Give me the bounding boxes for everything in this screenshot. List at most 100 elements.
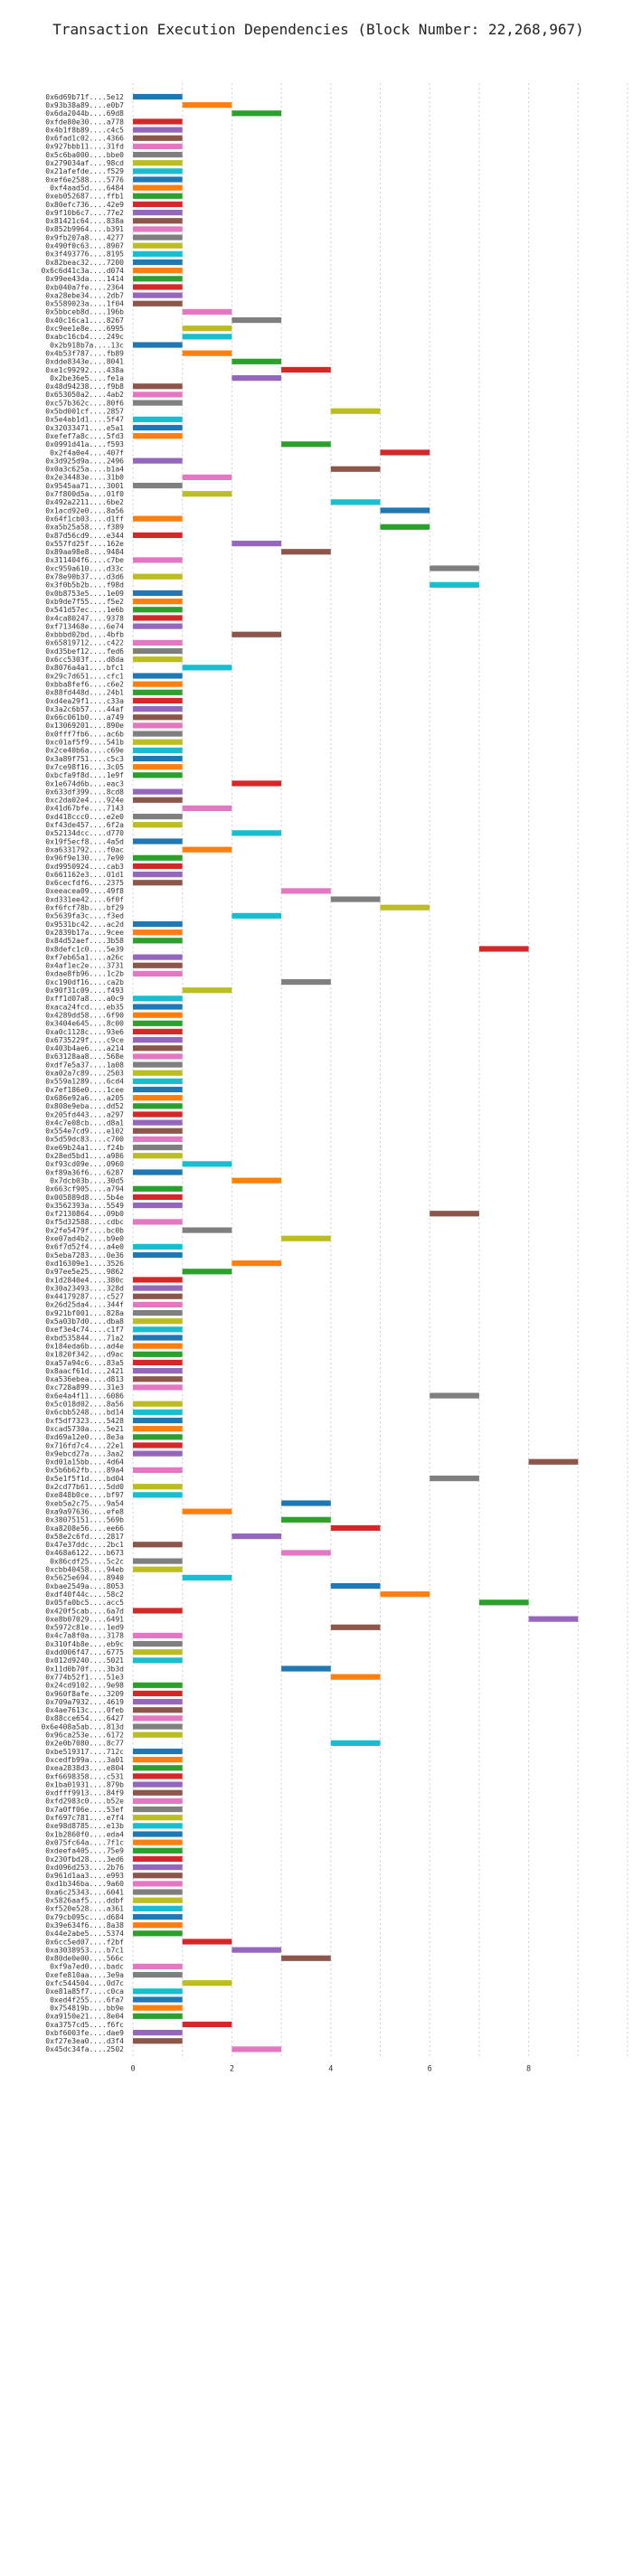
y-tick-label: 0x11d0b70f....3b3d — [45, 1665, 124, 1673]
transaction-bar — [133, 863, 183, 870]
y-tick-label: 0x403b4ae6....a214 — [45, 1044, 124, 1052]
transaction-bar — [380, 1591, 430, 1598]
transaction-bar — [281, 366, 331, 373]
transaction-bar — [133, 1062, 183, 1068]
transaction-bar — [380, 904, 430, 911]
transaction-bar — [133, 1359, 183, 1366]
y-tick-label: 0x6e408a5ab....813d — [41, 1722, 124, 1731]
y-tick-label: 0xa02a7c89....2503 — [45, 1070, 124, 1078]
transaction-bar — [133, 1434, 183, 1440]
transaction-bar — [133, 160, 183, 166]
transaction-bar — [133, 1078, 183, 1084]
transaction-bar — [133, 1748, 183, 1755]
y-tick-label: 0x9ebcd27a....3aa2 — [45, 1449, 124, 1458]
y-tick-label: 0x2839b17a....9cee — [45, 929, 124, 937]
y-tick-label: 0x47e37ddc....2bc1 — [45, 1541, 124, 1549]
y-tick-label: 0x0b8753e5....1e09 — [45, 590, 124, 598]
y-tick-label: 0xe07ad4b2....b9e0 — [45, 1235, 124, 1243]
transaction-bar — [281, 1516, 331, 1523]
transaction-bar — [133, 1442, 183, 1448]
y-tick-label: 0x44e2abe5....5374 — [45, 1930, 124, 1938]
y-tick-label: 0x13069201....890e — [45, 722, 124, 730]
y-axis-labels: 0x6d69b71f....5e120x93b38a89....e0b70x6d… — [41, 93, 124, 2053]
y-tick-label: 0xcbb40458....94eb — [45, 1566, 124, 1574]
transaction-bar — [133, 1368, 183, 1374]
transaction-bar — [133, 1798, 183, 1804]
y-tick-label: 0x38075151....569b — [45, 1516, 124, 1524]
transaction-bar — [133, 639, 183, 646]
transaction-bar — [182, 1939, 232, 1945]
transaction-bar — [133, 1053, 183, 1060]
y-tick-label: 0xa9150e21....8e04 — [45, 2013, 124, 2021]
y-tick-label: 0xd1b346ba....9a60 — [45, 1880, 124, 1888]
transaction-bar — [133, 1781, 183, 1788]
y-tick-label: 0x205fd443....a297 — [45, 1110, 124, 1118]
y-tick-label: 0x32033471....e5a1 — [45, 424, 124, 432]
transaction-bar — [133, 226, 183, 232]
y-tick-label: 0xd69a12e0....8e3a — [45, 1433, 124, 1441]
transaction-bar — [133, 706, 183, 712]
y-tick-label: 0x97ee5e25....9862 — [45, 1268, 124, 1276]
transaction-bar — [133, 2013, 183, 2019]
y-tick-label: 0x45dc34fa....2502 — [45, 2045, 124, 2053]
y-tick-label: 0x774b52f1....51e3 — [45, 1673, 124, 1681]
transaction-bar — [133, 1111, 183, 1118]
transaction-bar — [133, 176, 183, 183]
y-tick-label: 0xe69b24a1....f24b — [45, 1144, 124, 1152]
y-tick-label: 0x96ca253e....6172 — [45, 1731, 124, 1740]
transaction-bar — [133, 1690, 183, 1697]
transaction-bar — [133, 1095, 183, 1101]
transaction-bar — [182, 350, 232, 356]
transaction-bar — [430, 581, 479, 588]
transaction-bar — [133, 1558, 183, 1564]
transaction-bar — [430, 1475, 479, 1482]
y-tick-label: 0x6e4a4f11....6086 — [45, 1392, 124, 1400]
y-tick-label: 0x808e9eba....dd52 — [45, 1102, 124, 1110]
transaction-bar — [133, 1318, 183, 1325]
x-tick-label: 6 — [428, 2064, 432, 2073]
transaction-bar — [182, 805, 232, 811]
transaction-bar — [133, 93, 183, 100]
transaction-bar — [231, 1533, 282, 1540]
y-tick-label: 0x6cbb5248....bd14 — [45, 1409, 124, 1417]
y-tick-label: 0xcad5730a....5e21 — [45, 1425, 124, 1433]
transaction-bar — [330, 499, 381, 505]
y-tick-label: 0xe81a85f7....c0ca — [45, 1987, 124, 1996]
transaction-bar — [133, 772, 183, 778]
transaction-bar — [133, 482, 183, 489]
y-tick-label: 0x39e634f6....8a38 — [45, 1921, 124, 1930]
y-tick-label: 0x5eba7283....0e36 — [45, 1251, 124, 1260]
transaction-bar — [133, 590, 183, 597]
transaction-bar — [182, 665, 232, 671]
transaction-bar — [330, 466, 381, 472]
transaction-bar — [231, 2046, 282, 2052]
transaction-bar — [133, 234, 183, 241]
transaction-bar — [133, 1103, 183, 1109]
y-tick-label: 0xa57a94c6....83a5 — [45, 1359, 124, 1367]
transaction-bar — [133, 854, 183, 861]
y-tick-label: 0xc190df16....ca2b — [45, 978, 124, 986]
transaction-bar — [281, 888, 331, 894]
y-tick-label: 0x9f10b6c7....77e2 — [45, 209, 124, 217]
y-tick-label: 0x961d1aa3....e993 — [45, 1872, 124, 1880]
y-tick-label: 0x4c7e08cb....d8a1 — [45, 1118, 124, 1127]
y-tick-label: 0x5972c81e....1ed9 — [45, 1624, 124, 1632]
transaction-bar — [133, 1293, 183, 1299]
y-tick-label: 0x3f493776....8195 — [45, 250, 124, 259]
transaction-bar — [133, 689, 183, 695]
transaction-bar — [133, 300, 183, 307]
transaction-bar — [133, 1251, 183, 1259]
y-tick-label: 0xa8208e56....ee66 — [45, 1524, 124, 1533]
transaction-bar — [133, 218, 183, 224]
transaction-bar — [231, 375, 282, 382]
y-tick-label: 0x5826aaf5....ddbf — [45, 1897, 124, 1905]
transaction-bar — [231, 1947, 282, 1953]
transaction-bar — [133, 1608, 183, 1614]
transaction-bar — [133, 210, 183, 216]
y-tick-label: 0x960f8afe....3209 — [45, 1690, 124, 1698]
transaction-bar — [133, 954, 183, 960]
transaction-bar — [182, 1508, 232, 1514]
transaction-bar — [133, 607, 183, 613]
